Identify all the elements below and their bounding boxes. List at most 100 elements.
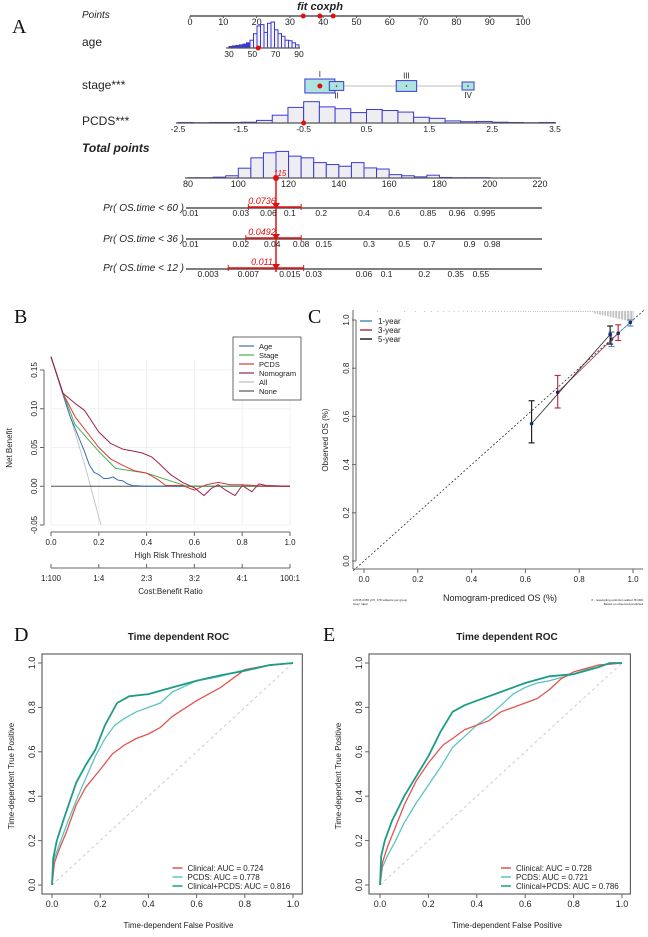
prob-tick-label: 0.03 xyxy=(233,208,250,218)
prob-tick-label: 0.35 xyxy=(447,269,464,279)
points-marker xyxy=(317,13,323,19)
pcds-histogram-bar xyxy=(350,112,367,124)
points-tick-label: 20 xyxy=(252,17,262,27)
prob-tick-label: 0.9 xyxy=(464,239,476,249)
roc-curve-pcds xyxy=(51,662,294,886)
prob-tick-label: 0.06 xyxy=(356,269,373,279)
legend-label-clinical: Clinical: AUC = 0.724 xyxy=(188,864,264,873)
prob-tick-label: 0.6 xyxy=(388,208,400,218)
prob-label-12: Pr( OS.time < 12 ) xyxy=(103,263,184,274)
y-tick-label: 0.2 xyxy=(27,834,37,847)
secondary-tick-label: 1:4 xyxy=(93,574,105,583)
y-tick-label: -0.05 xyxy=(30,515,39,534)
prob-label-60: Pr( OS.time < 60 ) xyxy=(103,203,184,214)
x-tick-label: 1.0 xyxy=(627,575,639,584)
legend-label-all: All xyxy=(259,378,268,387)
pcds-tick-label: 0.5 xyxy=(361,124,373,134)
total-points-tick-label: 160 xyxy=(382,179,397,189)
legend-label-none: None xyxy=(259,387,277,396)
legend-label-1-year: 1-year xyxy=(378,317,401,326)
secondary-tick-label: 4:1 xyxy=(237,574,249,583)
total-points-histogram-bar xyxy=(300,157,315,179)
series-line-age xyxy=(50,356,290,487)
stage-label: stage*** xyxy=(82,78,126,92)
secondary-tick-label: 3:2 xyxy=(189,574,201,583)
y-tick-label: 0.6 xyxy=(342,410,351,422)
age-tick-label: 70 xyxy=(271,49,281,59)
pcds-histogram-bar xyxy=(303,101,320,124)
secondary-axis-label: Cost:Benefit Ratio xyxy=(138,587,203,596)
y-tick-label: 0.0 xyxy=(27,879,37,892)
points-tick-label: 80 xyxy=(451,17,461,27)
points-marker xyxy=(300,13,306,19)
x-tick-label: 0.2 xyxy=(94,899,107,909)
series-line-nomogram xyxy=(50,356,291,497)
reference-diagonal-line xyxy=(379,662,623,886)
prob-tick-label: 0.4 xyxy=(358,208,370,218)
prob-tick-label: 0.02 xyxy=(233,239,250,249)
pcds-histogram-bar xyxy=(428,117,446,124)
decision-curve-panel: 0.0 0.2 0.4 0.6 0.8 1.0 -0.05 0.00 0.05 0.10 0.15 H… xyxy=(5,336,302,596)
pcds-label: PCDS*** xyxy=(82,114,130,128)
stage-box-center xyxy=(467,85,469,87)
pcds-histogram-bar xyxy=(334,108,352,124)
stage-level-label: IV xyxy=(464,91,472,100)
roc-panel-d: 0.0 0.2 0.4 0.6 0.8 1.0 0.0 0.2 0.4 0.6 0.8 1.0 Time… xyxy=(7,632,303,930)
y-tick-label: 0.0 xyxy=(342,555,351,567)
pcds-tick-label: 3.5 xyxy=(549,124,561,134)
x-tick-label: 0.6 xyxy=(520,575,532,584)
age-tick-label: 30 xyxy=(224,49,234,59)
x-axis-label: Time-dependent False Positive xyxy=(124,921,235,930)
prob-tick-label: 0.995 xyxy=(474,208,496,218)
prob-selected-label: 0.0736 xyxy=(248,196,276,206)
roc-curve-clinical xyxy=(51,662,294,886)
points-tick-label: 0 xyxy=(187,17,192,27)
points-tick-label: 100 xyxy=(515,17,530,27)
y-tick-label: 0.4 xyxy=(342,458,351,470)
x-tick-label: 0.2 xyxy=(93,538,105,547)
chart-title: Time dependent ROC xyxy=(456,632,558,643)
panel-letter-e: E xyxy=(323,624,335,646)
legend-label-5-year: 5-year xyxy=(378,335,401,344)
legend-label-clinical-pcds: Clinical+PCDS: AUC = 0.816 xyxy=(188,882,291,891)
footnote-left: n=535 d=86 p=5, 178 subjects per group xyxy=(353,598,407,602)
prob-tick-label: 0.1 xyxy=(381,269,393,279)
prob-selected-marker xyxy=(272,234,280,240)
prob-tick-label: 0.007 xyxy=(238,269,260,279)
roc-curve-clinical xyxy=(379,662,623,886)
stage-selected-marker xyxy=(317,83,323,89)
y-tick-label: 0.00 xyxy=(30,478,39,494)
age-histogram-bar xyxy=(270,21,275,49)
x-tick-label: 0.4 xyxy=(141,538,153,547)
total-points-label: Total points xyxy=(82,141,150,155)
pcds-selected-marker xyxy=(301,120,307,126)
age-label: age xyxy=(82,35,102,49)
pcds-histogram-bar xyxy=(381,110,399,124)
x-tick-label: 0.0 xyxy=(374,899,387,909)
points-tick-label: 70 xyxy=(418,17,428,27)
total-points-histogram-bar xyxy=(237,167,252,179)
legend-label-pcds: PCDS: AUC = 0.721 xyxy=(516,873,589,882)
age-histogram-bar xyxy=(274,29,279,49)
y-tick-label: 0.8 xyxy=(354,701,364,714)
prob-tick-label: 0.15 xyxy=(315,239,332,249)
roc-curve-clinical-pcds xyxy=(379,662,622,886)
legend-label-3-year: 3-year xyxy=(378,326,401,335)
points-tick-label: 50 xyxy=(351,17,361,27)
age-histogram-bar xyxy=(246,42,251,49)
stage-level-label: I xyxy=(319,70,321,79)
series-group xyxy=(50,356,291,526)
prob-tick-label: 0.5 xyxy=(398,239,410,249)
calibration-point-3-year xyxy=(616,331,621,336)
points-tick-label: 90 xyxy=(485,17,495,27)
points-label: Points xyxy=(82,10,110,21)
stage-box-center xyxy=(335,85,338,87)
ideal-diagonal-line xyxy=(352,310,645,571)
y-tick-label: 1.0 xyxy=(342,314,351,326)
prob-tick-label: 0.98 xyxy=(484,239,501,249)
total-points-tick-label: 220 xyxy=(532,179,547,189)
prob-selected-label: 0.011 xyxy=(251,257,273,267)
total-points-histogram-bar xyxy=(250,157,264,179)
legend-label-stage: Stage xyxy=(259,351,279,360)
